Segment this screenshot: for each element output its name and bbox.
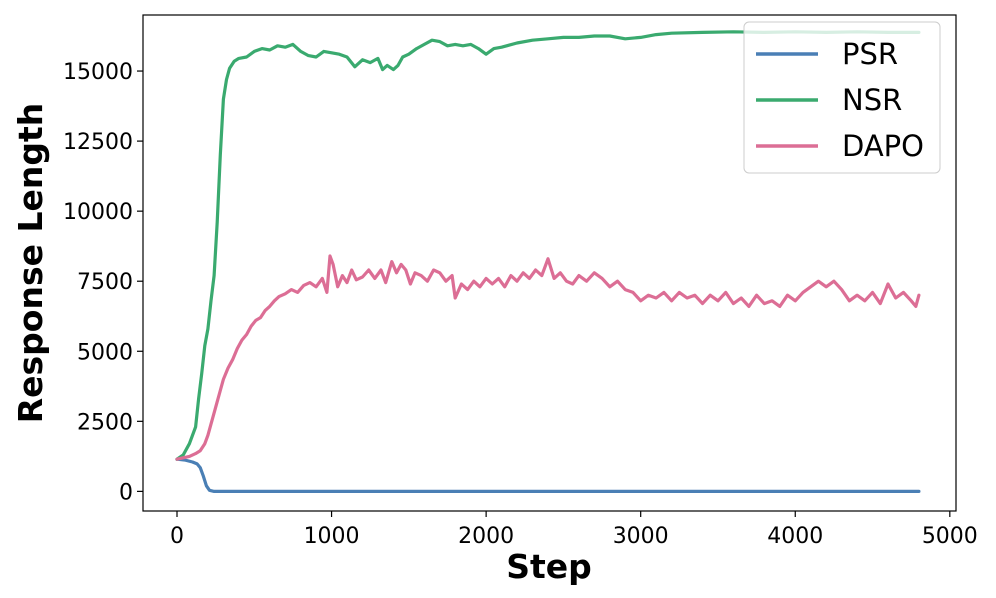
x-tick-label: 5000 <box>922 524 978 549</box>
legend: PSR NSR DAPO <box>743 21 941 174</box>
x-tick-label: 2000 <box>458 524 514 549</box>
y-tick-label: 2500 <box>77 410 133 435</box>
y-axis-label: Response Length <box>11 103 50 424</box>
y-tick-label: 15000 <box>63 60 133 85</box>
y-tick-label: 5000 <box>77 340 133 365</box>
legend-label-dapo: DAPO <box>842 129 924 163</box>
series-line-dapo <box>175 254 921 461</box>
y-axis: 0 2500 5000 7500 10000 12500 15000 <box>63 60 143 505</box>
y-tick-label: 0 <box>119 480 133 505</box>
y-tick-label: 7500 <box>77 270 133 295</box>
x-axis: 0 1000 2000 3000 4000 5000 <box>170 511 978 549</box>
x-axis-label: Step <box>506 547 592 586</box>
series-layer <box>175 30 921 493</box>
series-line-psr <box>175 457 921 493</box>
series-line-nsr <box>175 30 921 461</box>
x-tick-label: 4000 <box>767 524 823 549</box>
legend-label-nsr: NSR <box>842 83 902 117</box>
x-tick-label: 3000 <box>613 524 669 549</box>
legend-label-psr: PSR <box>842 37 898 71</box>
legend-items: PSR NSR DAPO <box>756 37 924 163</box>
y-tick-label: 10000 <box>63 200 133 225</box>
x-tick-label: 0 <box>170 524 184 549</box>
plot-frame <box>142 14 957 512</box>
y-tick-label: 12500 <box>63 130 133 155</box>
legend-frame <box>743 21 941 174</box>
x-tick-label: 1000 <box>304 524 360 549</box>
